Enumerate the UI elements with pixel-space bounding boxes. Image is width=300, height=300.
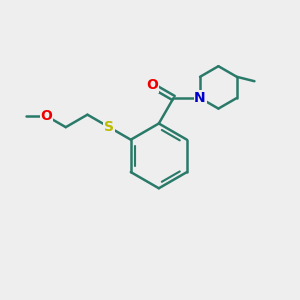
Text: S: S [104, 120, 114, 134]
Text: O: O [146, 79, 158, 92]
Text: N: N [194, 91, 206, 105]
Text: O: O [41, 109, 52, 123]
